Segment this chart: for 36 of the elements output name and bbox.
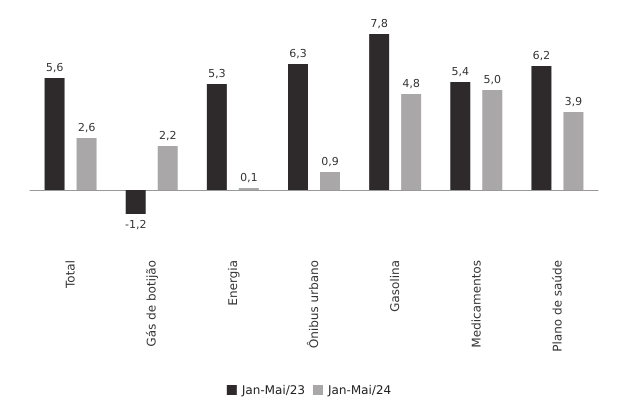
x-tick-label: Gás de botijão xyxy=(144,260,159,347)
bar xyxy=(76,138,97,190)
data-label: 3,9 xyxy=(564,95,582,108)
data-label: 5,6 xyxy=(46,61,64,74)
legend-label: Jan-Mai/23 xyxy=(240,383,306,397)
bar xyxy=(531,66,552,190)
data-label: 2,6 xyxy=(78,121,96,134)
data-label: 5,3 xyxy=(208,67,226,80)
bar xyxy=(401,94,422,190)
x-tick-label: Energia xyxy=(226,260,240,306)
bar xyxy=(44,78,65,190)
data-label: 7,8 xyxy=(370,17,388,30)
x-tick-label: Medicamentos xyxy=(469,260,484,348)
data-label: -1,2 xyxy=(124,218,146,231)
data-label: 5,4 xyxy=(452,65,470,78)
legend-label: Jan-Mai/24 xyxy=(327,383,392,397)
bar xyxy=(206,84,227,190)
data-label: 0,9 xyxy=(321,155,339,168)
bar xyxy=(450,82,470,190)
bar xyxy=(369,34,390,190)
x-tick-label: Gasolina xyxy=(388,260,402,312)
data-label: 4,8 xyxy=(402,77,420,90)
bar xyxy=(482,90,502,190)
x-tick-label: Total xyxy=(64,260,78,290)
data-label: 5,0 xyxy=(484,73,502,86)
data-label: 6,2 xyxy=(532,49,550,62)
bar xyxy=(158,146,178,190)
bar xyxy=(320,172,340,190)
bar xyxy=(288,64,308,190)
bar xyxy=(126,190,146,214)
x-tick-label: Ônibus urbano xyxy=(306,260,321,348)
data-label: 2,2 xyxy=(158,129,176,142)
x-tick-label: Plano de saúde xyxy=(550,260,564,352)
data-label: 6,3 xyxy=(289,47,307,60)
bar xyxy=(563,112,584,190)
data-label: 0,1 xyxy=(240,171,258,184)
